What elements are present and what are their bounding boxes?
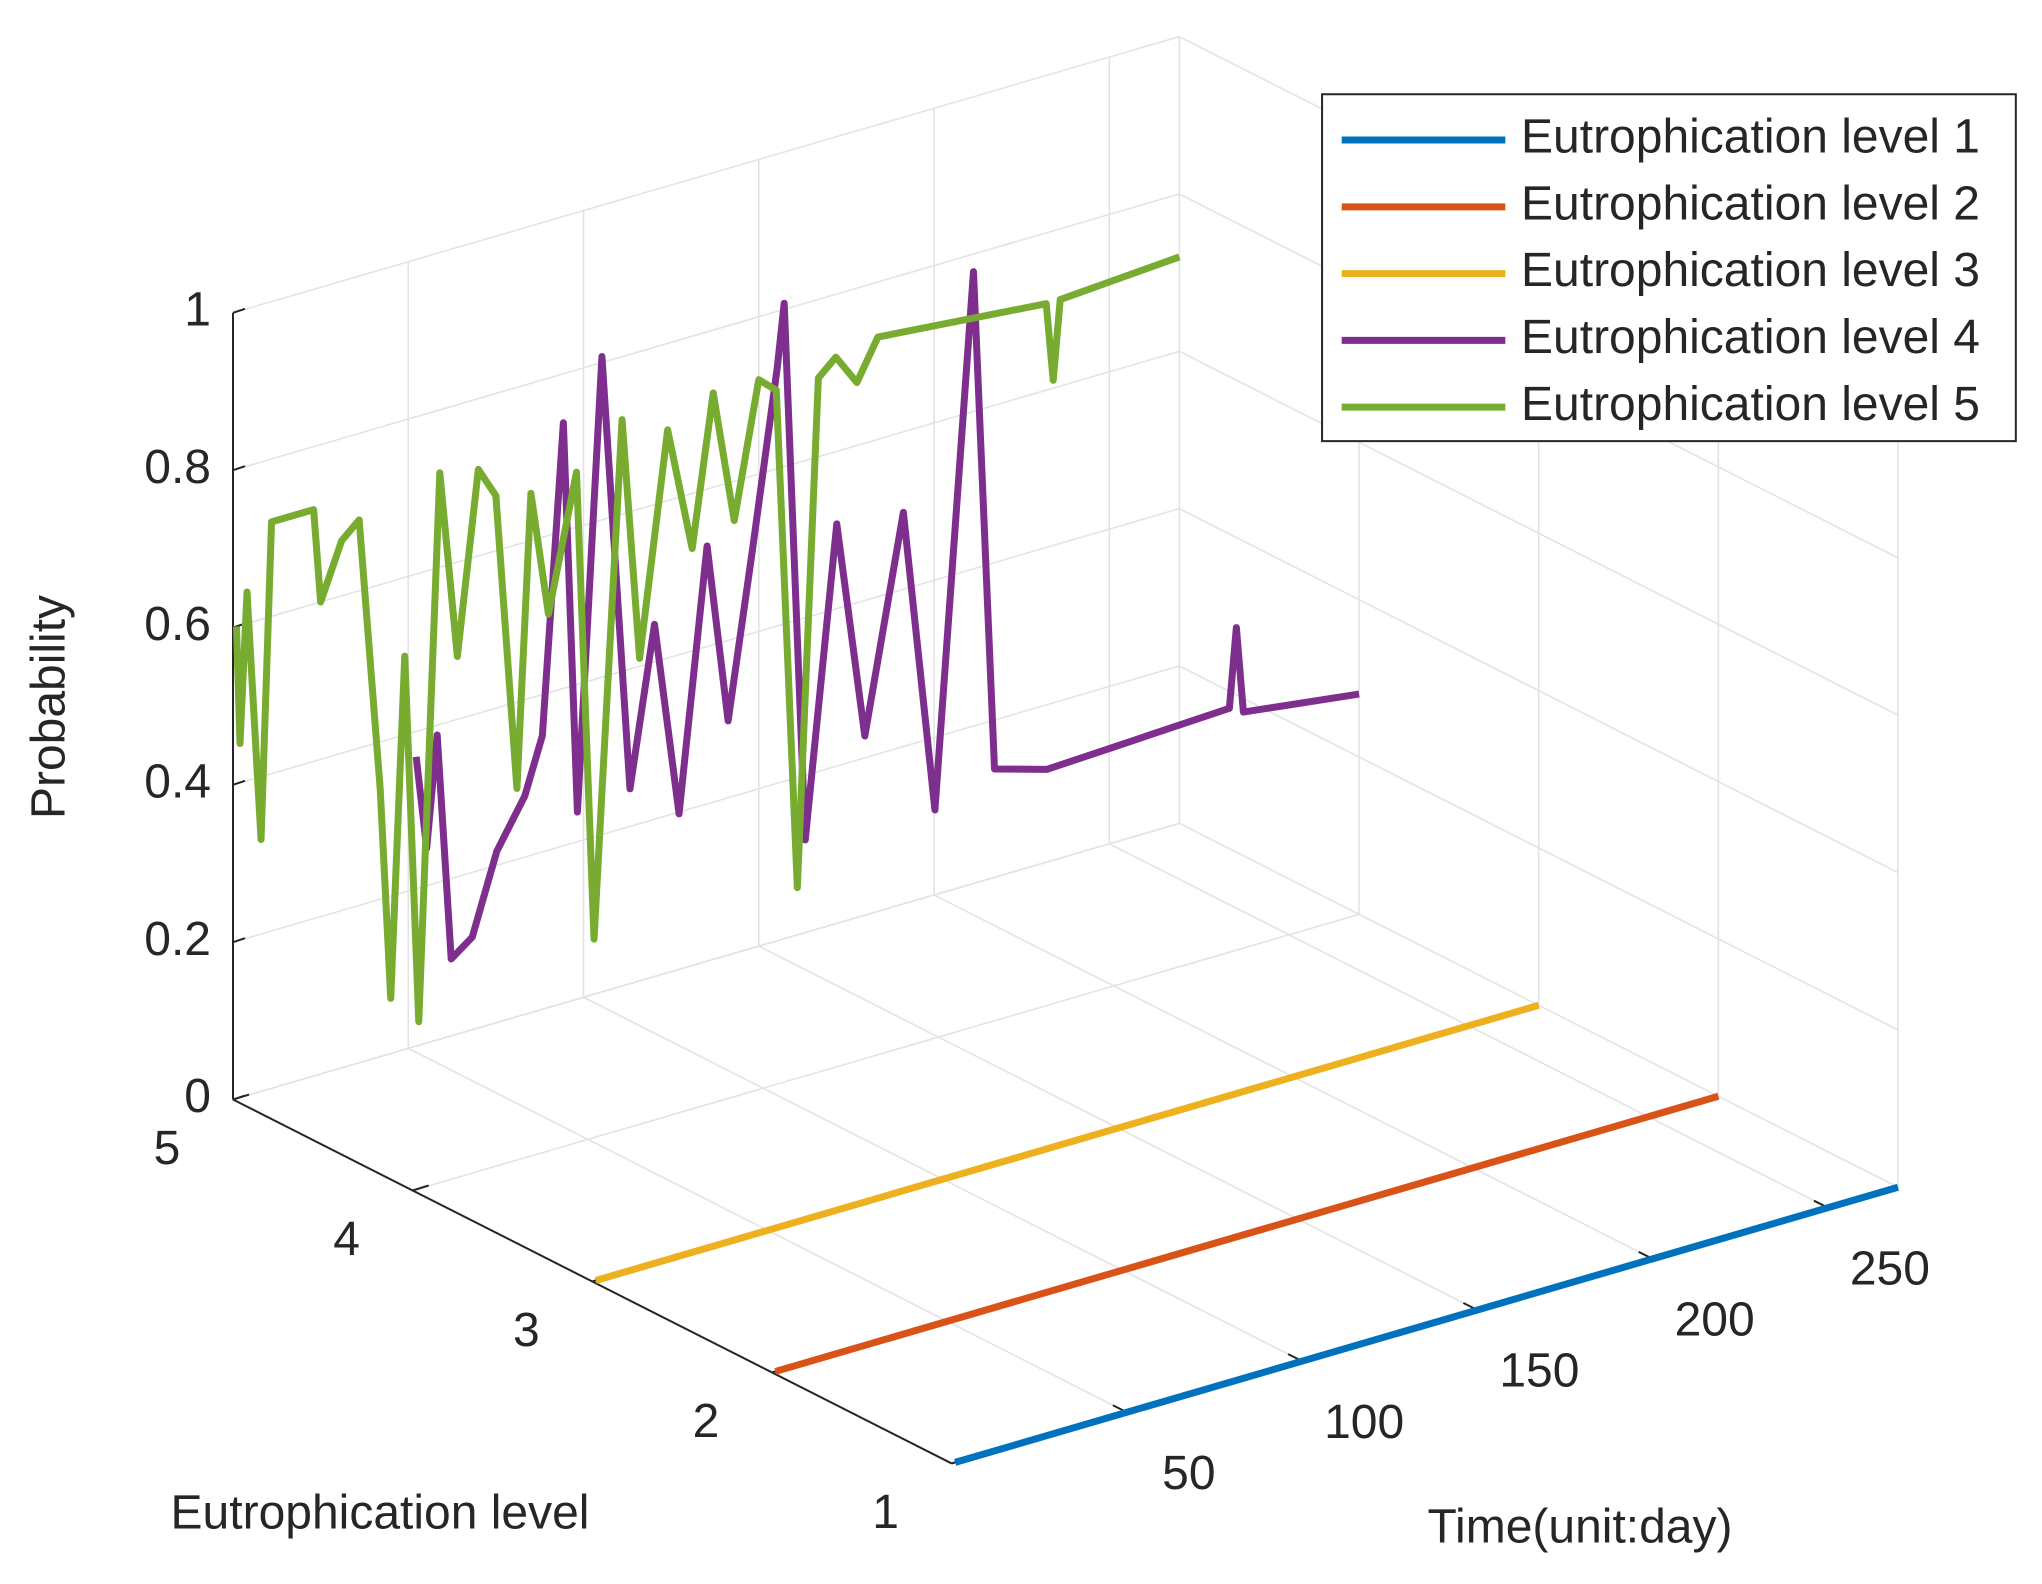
z-tick-label: 0.8: [144, 441, 211, 494]
z-tick: [232, 307, 246, 314]
legend-label: Eutrophication level 5: [1521, 378, 1980, 431]
x-axis-label: Time(unit:day): [1428, 1501, 1733, 1554]
z-tick-label: 0.2: [144, 913, 211, 966]
y-tick-label: 4: [333, 1213, 360, 1266]
grid-line: [232, 193, 1180, 471]
y-tick-label: 1: [872, 1486, 899, 1539]
z-tick: [232, 937, 246, 944]
y-tick-label: 3: [513, 1304, 540, 1357]
y-tick: [412, 1184, 429, 1192]
z-tick: [232, 465, 246, 472]
x-tick-label: 50: [1162, 1447, 1215, 1500]
z-axis-label: Probability: [23, 595, 76, 819]
grid-line: [1179, 507, 1899, 874]
series-line: [412, 268, 1360, 963]
x-tick-label: 200: [1675, 1294, 1755, 1347]
grid-line: [1179, 665, 1899, 1031]
legend-box: [1321, 93, 2017, 443]
grid-line: [412, 913, 1360, 1192]
series-line: [774, 1092, 1720, 1375]
legend-label: Eutrophication level 1: [1521, 111, 1980, 164]
grid-line: [232, 822, 1180, 1101]
grid-line: [232, 507, 1180, 786]
z-tick-label: 0.4: [144, 756, 211, 809]
y-tick-label: 2: [693, 1395, 720, 1448]
series-line: [233, 253, 1181, 1026]
x-tick-label: 250: [1850, 1242, 1930, 1295]
x-tick-label: 150: [1499, 1345, 1579, 1398]
series-line: [954, 1183, 1899, 1466]
y-tick-label: 5: [154, 1122, 181, 1175]
legend-label: Eutrophication level 4: [1521, 311, 1980, 364]
series-line: [594, 1001, 1540, 1284]
legend-label: Eutrophication level 2: [1521, 177, 1980, 230]
y-tick: [232, 1093, 250, 1101]
grid-line: [232, 665, 1180, 943]
grid-line: [232, 35, 1180, 314]
legend-label: Eutrophication level 3: [1521, 244, 1980, 297]
z-tick: [232, 779, 246, 786]
grid-line: [232, 350, 1180, 629]
z-tick-label: 0: [184, 1070, 211, 1123]
z-tick-label: 0.6: [144, 598, 211, 651]
x-tick-label: 100: [1324, 1396, 1404, 1449]
z-tick-label: 1: [184, 284, 211, 337]
y-axis-label: Eutrophication level: [171, 1487, 590, 1540]
grid-line: [1179, 350, 1899, 716]
